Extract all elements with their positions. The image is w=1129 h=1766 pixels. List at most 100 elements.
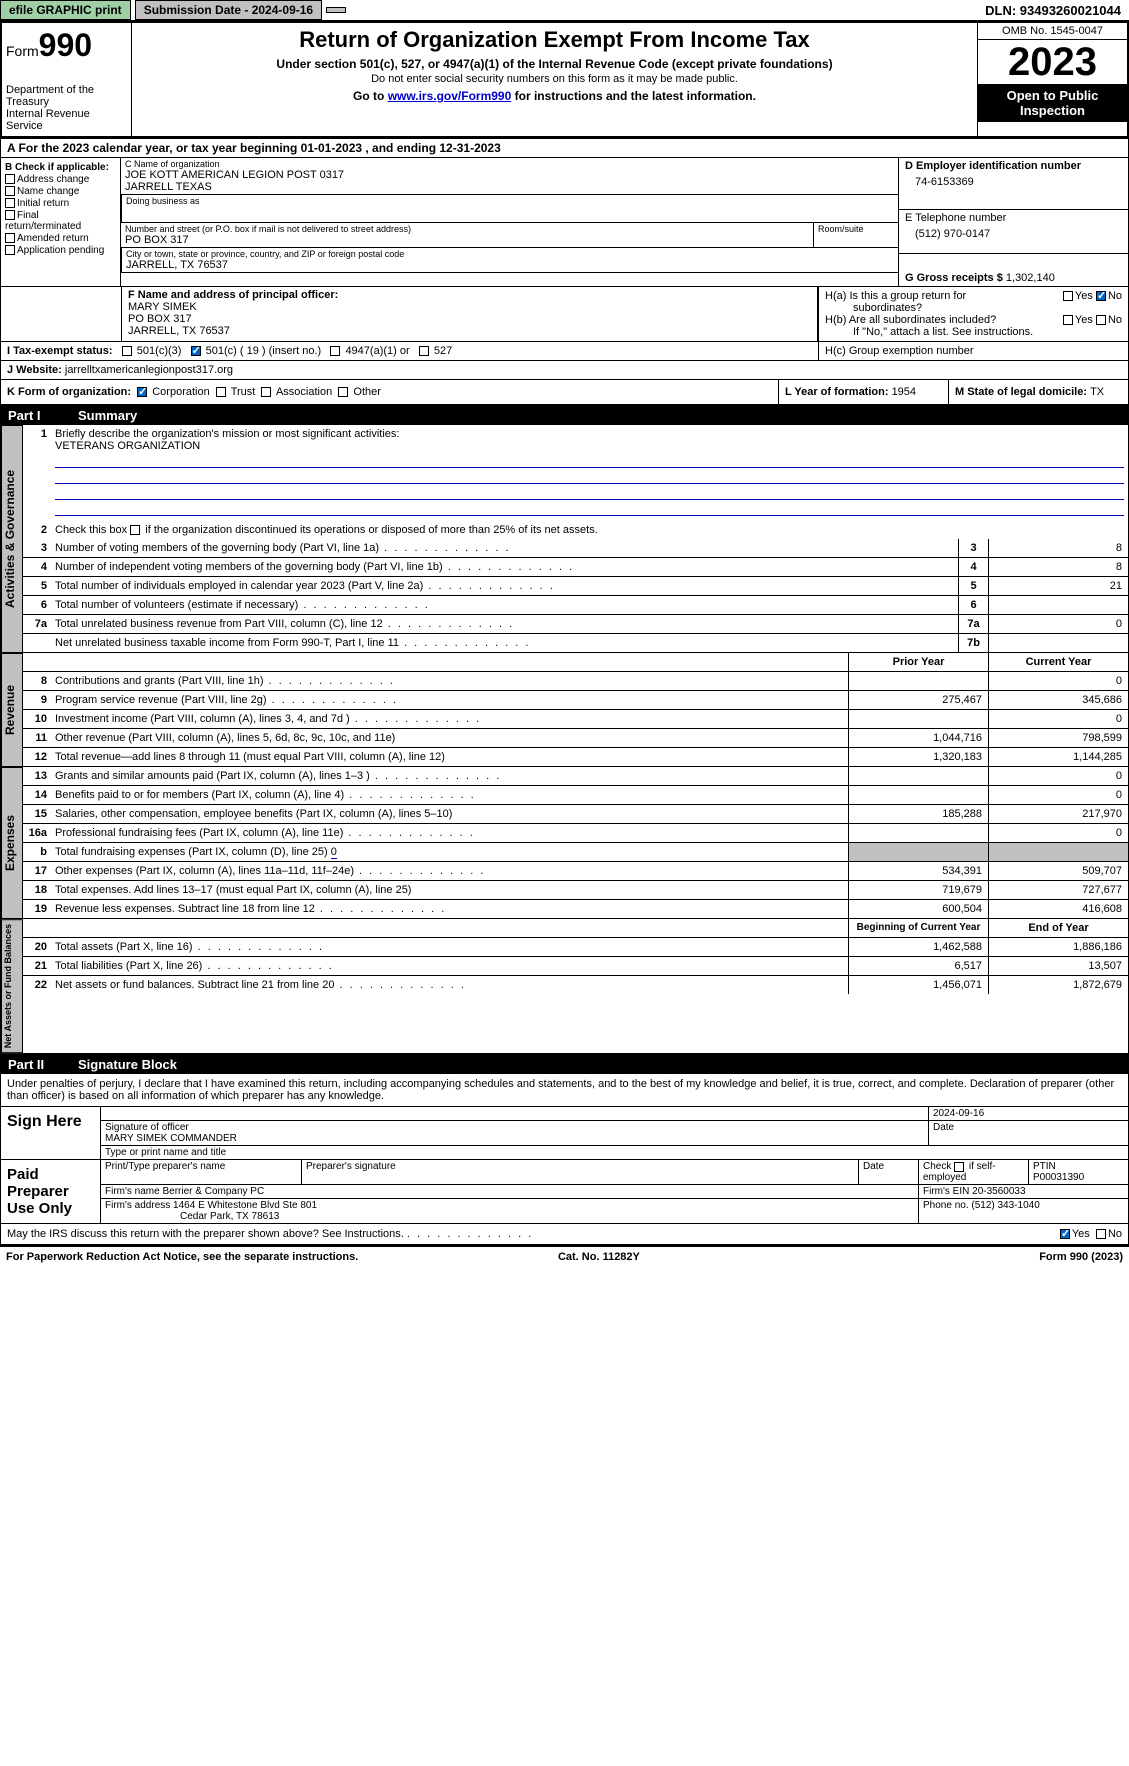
line-5-text: Total number of individuals employed in … (51, 577, 958, 595)
check-527[interactable] (419, 346, 429, 356)
line-18-prior: 719,679 (848, 881, 988, 899)
footer-right: Form 990 (2023) (1039, 1251, 1123, 1263)
form-header: Form990 Department of the Treasury Inter… (0, 21, 1129, 139)
ha-yes-check[interactable] (1063, 291, 1073, 301)
gross-val: 1,302,140 (1006, 272, 1055, 284)
org-name-label: C Name of organization (125, 159, 894, 169)
check-amended[interactable]: Amended return (5, 233, 116, 244)
tel-val: (512) 970-0147 (905, 228, 1122, 240)
hc-label: H(c) Group exemption number (825, 345, 974, 357)
paid-preparer-label: Paid Preparer Use Only (1, 1160, 101, 1223)
hdr-begin: Beginning of Current Year (848, 919, 988, 937)
line-17-curr: 509,707 (988, 862, 1128, 880)
check-self-employed[interactable] (954, 1162, 964, 1172)
check-initial[interactable]: Initial return (5, 198, 116, 209)
line-12-prior: 1,320,183 (848, 748, 988, 766)
check-discontinued[interactable] (130, 525, 140, 535)
line-16a-prior (848, 824, 988, 842)
line-3-val: 8 (988, 539, 1128, 557)
line-21-curr: 13,507 (988, 957, 1128, 975)
box-l-label: L Year of formation: (785, 386, 892, 398)
check-corp[interactable] (137, 387, 147, 397)
line-20-text: Total assets (Part X, line 16) (51, 938, 848, 956)
hb-yes-check[interactable] (1063, 315, 1073, 325)
check-final[interactable]: Final return/terminated (5, 210, 116, 232)
box-l-val: 1954 (892, 386, 916, 398)
officer-addr1: PO BOX 317 (128, 313, 811, 325)
check-trust[interactable] (216, 387, 226, 397)
line-10-curr: 0 (988, 710, 1128, 728)
check-pending[interactable]: Application pending (5, 245, 116, 256)
box-f-label: F Name and address of principal officer: (128, 289, 811, 301)
discuss-no-check[interactable] (1096, 1229, 1106, 1239)
ha-no-check[interactable] (1096, 291, 1106, 301)
sign-here-right: 2024-09-16 Signature of officer MARY SIM… (101, 1107, 1128, 1159)
check-assoc[interactable] (261, 387, 271, 397)
line-16b-text: Total fundraising expenses (Part IX, col… (51, 843, 848, 861)
discuss-row: May the IRS discuss this return with the… (0, 1224, 1129, 1246)
box-b: B Check if applicable: Address change Na… (1, 158, 121, 286)
street-val: PO BOX 317 (125, 234, 809, 246)
city-field: City or town, state or province, country… (121, 248, 898, 273)
discuss-yes-check[interactable] (1060, 1229, 1070, 1239)
efile-print-button[interactable]: efile GRAPHIC print (0, 0, 131, 20)
addr-row: Number and street (or P.O. box if mail i… (121, 223, 898, 248)
city-label: City or town, state or province, country… (126, 249, 894, 259)
org-name-2: JARRELL TEXAS (125, 181, 894, 193)
line-8-curr: 0 (988, 672, 1128, 690)
website-label: J Website: (7, 364, 65, 376)
form-num: 990 (39, 27, 92, 63)
klm-row: K Form of organization: Corporation Trus… (1, 380, 1128, 404)
line-7b-text: Net unrelated business taxable income fr… (51, 634, 958, 652)
revenue-section: Revenue Prior YearCurrent Year 8Contribu… (0, 653, 1129, 767)
line-16b-val: 0 (331, 846, 337, 859)
netassets-content: Beginning of Current YearEnd of Year 20T… (23, 919, 1128, 1053)
line-20-prior: 1,462,588 (848, 938, 988, 956)
goto-link[interactable]: www.irs.gov/Form990 (388, 89, 512, 103)
form-subtitle: Under section 501(c), 527, or 4947(a)(1)… (140, 57, 969, 71)
line-18-text: Total expenses. Add lines 13–17 (must eq… (51, 881, 848, 899)
line-4-val: 8 (988, 558, 1128, 576)
check-4947[interactable] (330, 346, 340, 356)
line-15-prior: 185,288 (848, 805, 988, 823)
line-16a-text: Professional fundraising fees (Part IX, … (51, 824, 848, 842)
gross-label: G Gross receipts $ (905, 272, 1006, 284)
dba-field: Doing business as (121, 195, 898, 223)
dba-label: Doing business as (126, 196, 894, 206)
part2-header: Part II Signature Block (0, 1055, 1129, 1074)
line-14-curr: 0 (988, 786, 1128, 804)
check-name[interactable]: Name change (5, 186, 116, 197)
expenses-content: 13Grants and similar amounts paid (Part … (23, 767, 1128, 919)
line-2-num: 2 (23, 521, 51, 539)
line-4-text: Number of independent voting members of … (51, 558, 958, 576)
top-toolbar: efile GRAPHIC print Submission Date - 20… (0, 0, 1129, 21)
room-field: Room/suite (813, 223, 898, 248)
org-name-1: JOE KOTT AMERICAN LEGION POST 0317 (125, 169, 894, 181)
part2-num: Part II (8, 1057, 78, 1072)
discuss-yesno: Yes No (1060, 1228, 1122, 1240)
line-8-text: Contributions and grants (Part VIII, lin… (51, 672, 848, 690)
line-7a-val: 0 (988, 615, 1128, 633)
hb-no-check[interactable] (1096, 315, 1106, 325)
form-note: Do not enter social security numbers on … (140, 73, 969, 85)
entity-info-block: B Check if applicable: Address change Na… (0, 158, 1129, 287)
ha-text2: subordinates? (825, 302, 922, 314)
check-501c3[interactable] (122, 346, 132, 356)
line-17-prior: 534,391 (848, 862, 988, 880)
spacer (326, 7, 346, 13)
line-6-val (988, 596, 1128, 614)
line-13-prior (848, 767, 988, 785)
line-14-text: Benefits paid to or for members (Part IX… (51, 786, 848, 804)
line-15-curr: 217,970 (988, 805, 1128, 823)
check-address[interactable]: Address change (5, 174, 116, 185)
firm-phone-cell: Phone no. (512) 343-1040 (918, 1199, 1128, 1223)
line-14-prior (848, 786, 988, 804)
hdr-prior: Prior Year (848, 653, 988, 671)
sig-date-label: Date (928, 1121, 1128, 1145)
check-501c[interactable] (191, 346, 201, 356)
part1-title: Summary (78, 408, 137, 423)
hdr-curr: Current Year (988, 653, 1128, 671)
governance-section: Activities & Governance 1 Briefly descri… (0, 425, 1129, 653)
check-other[interactable] (338, 387, 348, 397)
box-k-label: K Form of organization: (7, 386, 131, 398)
